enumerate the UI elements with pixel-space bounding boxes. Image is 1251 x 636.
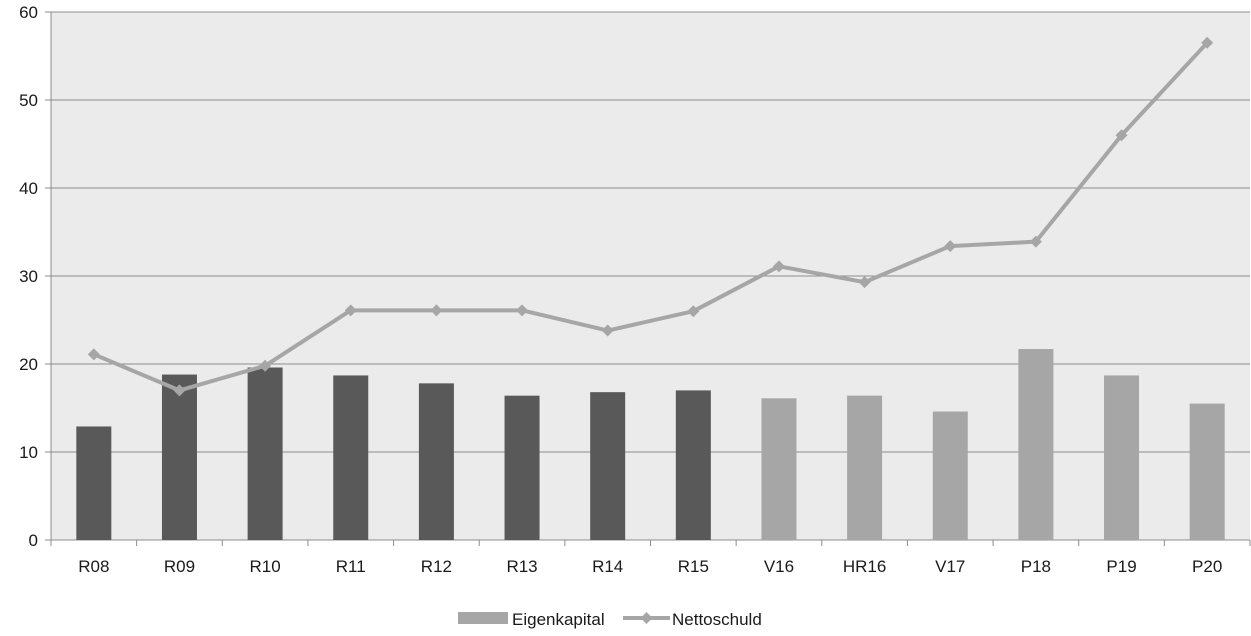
x-tick-label: P19 [1106, 557, 1136, 576]
x-tick-label: V16 [764, 557, 794, 576]
nettoschuld-point [430, 304, 443, 317]
y-tick-label: 30 [19, 267, 38, 286]
bar-eigenkapital [932, 411, 968, 540]
nettoschuld-point [944, 240, 957, 253]
legend: Eigenkapital Nettoschuld [458, 610, 762, 629]
bar-eigenkapital [161, 374, 197, 540]
x-tick-label: R12 [421, 557, 452, 576]
x-tick-label: R08 [78, 557, 109, 576]
x-axis: R08 R09 R10 R11 R12 R13 R14 R15 V16 HR16 V17 P18 P19… [50, 539, 1251, 576]
nettoschuld-point [601, 324, 614, 337]
y-tick-label: 0 [29, 531, 38, 550]
bar-eigenkapital [1189, 403, 1225, 540]
legend-label-eigenkapital: Eigenkapital [512, 610, 605, 629]
bar-eigenkapital [418, 383, 454, 540]
bar-eigenkapital [847, 395, 883, 540]
x-tick-label: R14 [592, 557, 623, 576]
legend-label-nettoschuld: Nettoschuld [672, 610, 762, 629]
bar-eigenkapital [76, 426, 112, 540]
nettoschuld-line [93, 41, 1209, 393]
legend-swatch-eigenkapital [458, 612, 508, 624]
y-tick-label: 60 [19, 3, 38, 22]
nettoschuld-point [87, 348, 100, 361]
x-tick-label: P20 [1192, 557, 1222, 576]
plot-area [51, 11, 1250, 540]
x-tick-label: R15 [678, 557, 709, 576]
nettoschuld-point [772, 260, 785, 273]
bar-eigenkapital [1104, 375, 1140, 540]
x-tick-label: R13 [506, 557, 537, 576]
x-tick-label: P18 [1021, 557, 1051, 576]
bar-eigenkapital [333, 375, 369, 540]
bar-eigenkapital [590, 392, 626, 540]
nettoschuld-point [687, 305, 700, 318]
nettoschuld-point [173, 384, 186, 397]
nettoschuld-point [1115, 129, 1128, 142]
bar-series-eigenkapital [76, 349, 1225, 540]
x-tick-label: R10 [250, 557, 281, 576]
bar-eigenkapital [504, 395, 540, 540]
bar-eigenkapital [761, 398, 797, 540]
nettoschuld-point [858, 276, 871, 289]
nettoschuld-point [344, 304, 357, 317]
y-tick-label: 50 [19, 91, 38, 110]
nettoschuld-point [516, 304, 529, 317]
bar-eigenkapital [247, 367, 283, 540]
bar-eigenkapital [1018, 349, 1054, 540]
nettoschuld-point [259, 359, 272, 372]
y-axis: 0 10 20 30 40 50 60 [19, 3, 52, 550]
nettoschuld-point [1201, 36, 1214, 49]
line-series-nettoschuld [87, 36, 1214, 397]
y-tick-label: 10 [19, 443, 38, 462]
bar-eigenkapital [675, 390, 711, 540]
x-tick-label: V17 [935, 557, 965, 576]
legend-marker-nettoschuld [640, 612, 653, 624]
x-tick-label: R11 [336, 557, 366, 576]
x-tick-label: HR16 [843, 557, 886, 576]
nettoschuld-point [1029, 235, 1042, 248]
x-tick-label: R09 [164, 557, 195, 576]
y-tick-label: 40 [19, 179, 38, 198]
y-tick-label: 20 [19, 355, 38, 374]
